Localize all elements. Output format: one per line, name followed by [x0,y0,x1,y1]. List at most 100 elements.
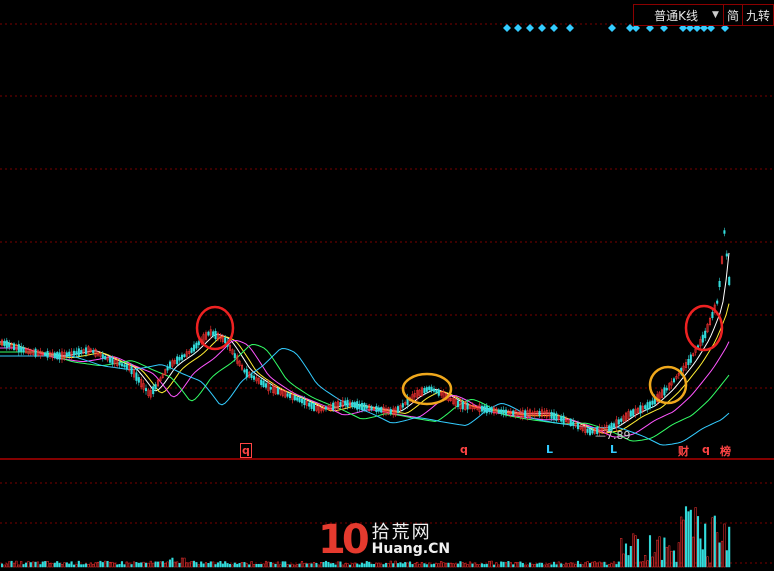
signal-marker: q [240,443,252,458]
volume-bar [560,563,563,568]
candle-body [269,387,272,390]
red-circle-annotation [684,304,724,352]
candle-body [154,384,157,389]
candle-body [221,335,224,342]
diamond-signal-icon [503,24,511,32]
candle-body [531,412,534,415]
candle-body [183,354,186,357]
candle-body [370,406,373,411]
volume-bar [622,553,625,568]
volume-bar [284,561,287,568]
candle-body [392,408,395,415]
ma-line-yellow [0,303,730,434]
candle-body [682,365,685,371]
volume-bar [459,561,462,568]
volume-bar [68,563,71,568]
signal-marker: 财 [678,445,689,458]
volume-bar [627,555,630,568]
volume-bar [0,563,4,568]
volume-bar [240,562,244,568]
volume-bar [605,564,608,568]
volume-bar [308,563,311,568]
candle-body [252,375,256,380]
volume-bar [39,564,42,568]
candle-body [346,399,349,408]
candle-body [171,360,174,367]
candle-body [536,411,539,416]
candle-body [238,360,241,366]
simplified-button[interactable]: 简 [724,5,743,25]
candle-body [348,401,352,407]
diamond-signal-icon [721,24,729,32]
volume-bar [353,562,356,568]
candle-body [557,415,560,420]
volume-bar [118,564,121,568]
volume-bar [380,563,383,568]
candle-body [245,368,248,378]
volume-bar [154,561,157,568]
candle-body [430,386,433,391]
volume-bar [89,562,92,568]
volume-bar [137,562,140,568]
volume-bar [63,562,66,568]
candle-body [329,404,332,410]
volume-bar [687,511,690,568]
volume-bar [22,564,25,568]
candle-body [718,281,721,287]
candle-body [689,354,692,363]
volume-bar [648,535,652,568]
volume-bar [248,564,251,568]
candle-body [173,360,176,364]
candle-body [634,408,637,415]
volume-bar [276,561,280,568]
volume-bar [77,560,80,568]
red-circle-annotation [195,305,235,351]
candle-body [428,386,431,391]
candle-body [48,352,52,357]
candle-body [519,411,522,417]
volume-bar [180,557,184,568]
volume-bar [490,560,493,568]
candle-body [533,411,536,416]
volume-bar [10,560,13,568]
diamond-signal-icon [693,24,701,32]
nine-turn-button[interactable]: 九转 [745,8,770,23]
candle-body [214,330,217,339]
candle-body [236,355,239,364]
chart-type-select[interactable]: 普通K线 ▼ [634,5,724,25]
volume-bar [432,563,436,568]
volume-bar [3,564,6,568]
volume-bar [624,543,628,568]
candle-body [308,402,311,407]
candle-body [116,359,119,367]
volume-bar [682,519,685,568]
candle-body [372,407,376,410]
candle-body [130,366,133,375]
candle-body [639,405,642,414]
volume-bar [396,563,400,568]
volume-bar [552,561,556,568]
candle-body [420,387,424,396]
candle-body [461,401,464,410]
candle-body [0,339,4,346]
candle-body [591,429,594,434]
volume-bar [634,535,637,568]
volume-bar [111,561,114,568]
candle-body [334,402,337,410]
volume-bar [514,561,517,568]
candle-body [706,323,709,333]
candle-body [264,383,268,388]
volume-bar [202,563,205,568]
candle-body [63,351,66,359]
volume-bar [27,561,30,568]
volume-bar [543,564,546,568]
candle-body [267,382,270,392]
candle-body [509,411,512,415]
volume-bar [603,561,606,568]
volume-bar [718,542,721,568]
volume-bar [545,563,548,568]
volume-bar [358,564,361,568]
candle-body [711,312,714,319]
candle-body [636,407,640,413]
volume-bar [387,563,390,568]
